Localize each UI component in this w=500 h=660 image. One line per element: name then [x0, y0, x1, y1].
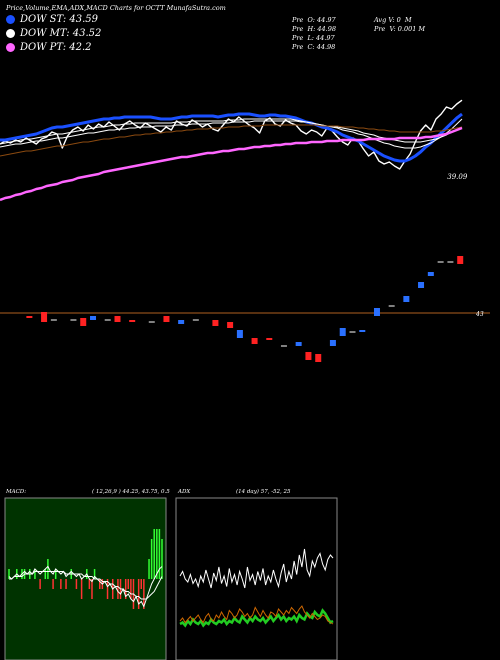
macd-panel-macd — [8, 565, 163, 608]
adx-title: ADX — [178, 489, 191, 495]
line-close — [0, 99, 463, 170]
candle-21 — [315, 354, 322, 362]
legend-swatch-white — [6, 29, 15, 38]
candle-33 — [457, 256, 464, 264]
candle-17 — [266, 338, 273, 340]
line-dow_st — [0, 112, 463, 163]
candle-30 — [427, 272, 434, 276]
candle-16 — [251, 338, 258, 344]
pre-high: Pre H: 44.98 — [292, 25, 336, 33]
macd-panel-frame — [4, 497, 167, 660]
candle-20 — [305, 352, 312, 360]
legend-dow-st: DOW ST: 43.59 — [6, 14, 98, 25]
candle-14 — [227, 322, 234, 328]
pre-low: Pre L: 44.97 — [292, 34, 335, 42]
legend-label-st: DOW ST: 43.59 — [20, 14, 99, 25]
candle-7 — [114, 316, 121, 322]
macd-panel-signal — [9, 571, 163, 600]
macd-title: MACD: — [6, 489, 27, 495]
candle-10 — [163, 316, 170, 322]
reference-label: 43 — [475, 311, 484, 318]
candle-0 — [26, 316, 33, 318]
candle-25 — [359, 330, 366, 332]
adx-panel-frame — [175, 497, 338, 660]
legend-swatch-blue — [6, 15, 15, 24]
adx-panel-plus_di — [179, 608, 334, 628]
line-dow_mt — [0, 124, 463, 157]
line-ema_w2 — [0, 120, 463, 148]
price-annotation: 39.09 — [447, 173, 468, 181]
adx-panel-minus_di — [179, 605, 334, 625]
line-ema_w1 — [0, 118, 463, 149]
candle-19 — [295, 342, 302, 346]
candle-28 — [403, 296, 410, 302]
legend-label-pt: DOW PT: 42.2 — [20, 42, 92, 53]
avg-volume: Avg V: 0 M — [374, 16, 412, 24]
candle-29 — [418, 282, 425, 288]
candle-8 — [129, 320, 136, 322]
pre-open: Pre O: 44.97 — [292, 16, 336, 24]
adx-params: (14 day) 57, -52, 25 — [236, 489, 291, 495]
legend-swatch-pink — [6, 43, 15, 52]
legend-dow-pt: DOW PT: 42.2 — [6, 42, 92, 53]
line-dow_pt — [0, 126, 463, 202]
candle-22 — [329, 340, 336, 346]
adx-panel-adx — [179, 548, 334, 589]
candle-15 — [236, 330, 243, 338]
chart-title: Price,Volume,EMA,ADX,MACD Charts for OCT… — [6, 4, 226, 12]
candle-1 — [41, 312, 48, 322]
candle-13 — [212, 320, 219, 326]
pre-close: Pre C: 44.98 — [292, 43, 336, 51]
candle-23 — [339, 328, 346, 336]
legend-dow-mt: DOW MT: 43.52 — [6, 28, 101, 39]
legend-label-mt: DOW MT: 43.52 — [20, 28, 102, 39]
candle-5 — [90, 316, 97, 320]
pre-volume: Pre V: 0.001 M — [374, 25, 426, 33]
macd-params: ( 12,26,9 ) 44.25, 43.75, 0.5 — [92, 489, 170, 495]
candle-11 — [178, 320, 185, 324]
candle-4 — [80, 318, 87, 326]
candle-26 — [373, 308, 380, 316]
